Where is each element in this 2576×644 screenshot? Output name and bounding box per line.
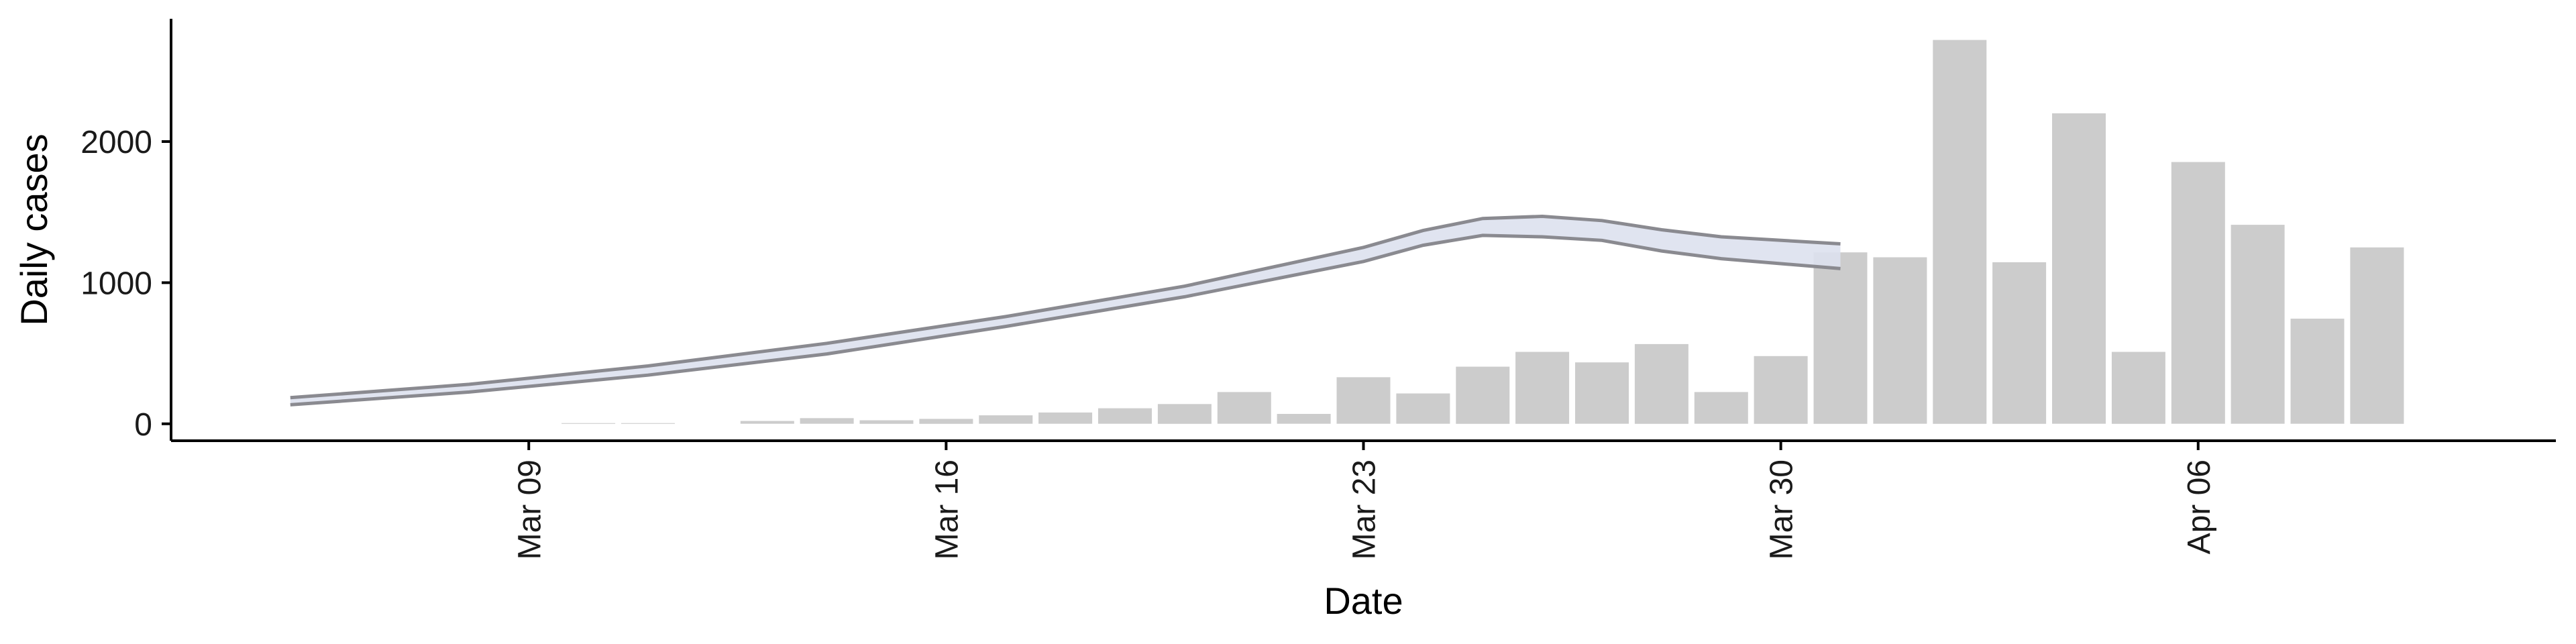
x-axis-title: Date [1324,580,1403,622]
bar-2020-04-01 [1873,257,1927,424]
bar-2020-03-10 [561,423,616,424]
bar-2020-03-14 [800,418,854,424]
bar-2020-03-24 [1396,393,1450,424]
bar-2020-03-23 [1336,377,1391,424]
bar-2020-03-13 [740,421,794,424]
y-tick-label-1000: 1000 [80,266,152,301]
bar-2020-03-18 [1038,412,1093,424]
bar-2020-03-22 [1277,414,1331,424]
bar-2020-04-05 [2111,352,2165,424]
estimate-band [290,216,1841,405]
bar-2020-03-15 [859,420,914,424]
bar-2020-04-08 [2290,319,2345,424]
estimate-lower-line [290,233,1841,407]
y-axis-title: Daily cases [13,133,55,325]
bar-2020-03-29 [1694,392,1748,424]
bar-2020-04-03 [1992,262,2047,424]
bar-2020-04-02 [1933,40,1987,424]
bar-2020-03-17 [979,415,1033,424]
estimate-upper-line [290,214,1841,400]
x-tick-label-2020-03-16: Mar 16 [929,460,965,559]
x-tick-label-2020-04-06: Apr 06 [2182,460,2217,554]
bar-2020-04-06 [2171,162,2225,424]
bar-2020-04-04 [2052,113,2106,424]
bars-layer [561,40,2404,424]
y-tick-label-0: 0 [134,407,152,443]
x-tick-label-2020-03-23: Mar 23 [1347,460,1383,559]
bar-2020-03-19 [1098,408,1152,424]
bar-2020-03-31 [1813,252,1868,424]
bar-2020-03-11 [621,423,675,424]
x-ticks: Mar 09 Mar 16 Mar 23 Mar 30 Apr 06 [512,441,2217,559]
bar-2020-04-07 [2231,225,2285,424]
y-ticks: 0 1000 2000 [80,125,171,443]
x-tick-label-2020-03-30: Mar 30 [1764,460,1800,559]
x-tick-label-2020-03-09: Mar 09 [512,460,547,559]
bar-2020-03-25 [1456,366,1510,424]
bar-2020-03-27 [1575,362,1629,424]
bar-2020-04-09 [2350,247,2404,424]
bar-2020-03-26 [1515,352,1570,424]
bar-2020-03-16 [919,419,973,424]
bar-2020-03-21 [1217,392,1271,424]
estimate-band-layer [290,214,1841,407]
bar-2020-03-20 [1157,404,1212,424]
bar-2020-03-30 [1754,356,1808,424]
bar-2020-03-28 [1634,343,1688,424]
y-tick-label-2000: 2000 [80,125,152,160]
